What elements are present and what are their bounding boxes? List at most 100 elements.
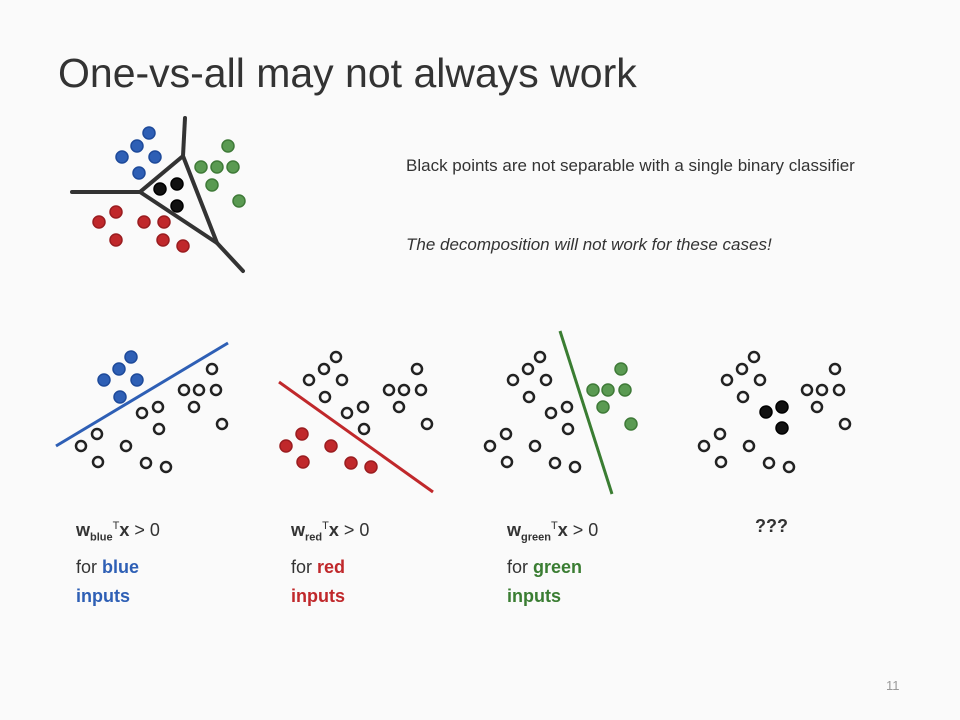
point	[192, 383, 206, 397]
sup: T	[112, 520, 120, 532]
point	[735, 362, 749, 376]
point	[697, 439, 711, 453]
point	[568, 460, 582, 474]
point	[132, 166, 146, 180]
sup: T	[322, 520, 329, 532]
point	[596, 400, 610, 414]
point	[742, 439, 756, 453]
point	[753, 373, 767, 387]
point	[720, 373, 734, 387]
point	[392, 400, 406, 414]
point	[139, 456, 153, 470]
point	[148, 150, 162, 164]
point	[614, 362, 628, 376]
point	[109, 233, 123, 247]
partition-lines	[70, 116, 245, 273]
classifier-line	[55, 341, 229, 448]
point	[157, 215, 171, 229]
point	[775, 400, 789, 414]
point	[209, 383, 223, 397]
point	[279, 439, 293, 453]
point	[759, 405, 773, 419]
sup: T	[550, 520, 558, 532]
point	[112, 362, 126, 376]
w: w	[291, 520, 306, 540]
point	[775, 421, 789, 435]
point	[119, 439, 133, 453]
point	[115, 150, 129, 164]
point	[382, 383, 396, 397]
point	[124, 350, 138, 364]
point	[302, 373, 316, 387]
caption: wblueTx > 0 for blue inputs	[76, 512, 266, 611]
relation: > 0	[343, 520, 370, 540]
highlight: blue	[102, 556, 140, 577]
point	[91, 455, 105, 469]
title: One-vs-all may not always work	[58, 50, 637, 96]
point	[762, 456, 776, 470]
for: for	[291, 556, 313, 577]
point	[499, 427, 513, 441]
point	[560, 400, 574, 414]
point	[177, 383, 191, 397]
point	[210, 160, 224, 174]
point	[548, 456, 562, 470]
point	[74, 439, 88, 453]
caption: wgreenTx > 0 for green inputs	[507, 512, 697, 611]
point	[601, 383, 615, 397]
inputs: inputs	[291, 585, 345, 606]
point	[586, 383, 600, 397]
inputs: inputs	[76, 585, 130, 606]
point	[340, 406, 354, 420]
point	[153, 182, 167, 196]
classifier-line	[558, 330, 614, 495]
point	[624, 417, 638, 431]
point	[318, 390, 332, 404]
point	[410, 362, 424, 376]
point	[90, 427, 104, 441]
point	[205, 362, 219, 376]
triangle	[136, 152, 222, 249]
point	[528, 439, 542, 453]
highlight: green	[533, 556, 583, 577]
point	[810, 400, 824, 414]
point	[714, 455, 728, 469]
point	[539, 373, 553, 387]
point	[159, 460, 173, 474]
point	[221, 139, 235, 153]
point	[130, 373, 144, 387]
point	[135, 406, 149, 420]
point	[483, 439, 497, 453]
point	[329, 350, 343, 364]
sub: blue	[90, 531, 113, 544]
point	[137, 215, 151, 229]
point	[344, 456, 358, 470]
relation: > 0	[134, 520, 160, 540]
point	[618, 383, 632, 397]
point	[838, 417, 852, 431]
point	[170, 177, 184, 191]
note: Black points are not separable with a si…	[406, 156, 855, 175]
point	[317, 362, 331, 376]
point	[295, 427, 309, 441]
point	[113, 390, 127, 404]
point	[800, 383, 814, 397]
point	[500, 455, 514, 469]
point	[544, 406, 558, 420]
point	[226, 160, 240, 174]
caption: wredTx > 0 for red inputs	[291, 512, 481, 611]
point	[205, 178, 219, 192]
point	[296, 455, 310, 469]
point	[92, 215, 106, 229]
point	[832, 383, 846, 397]
point	[152, 422, 166, 436]
point	[364, 460, 378, 474]
point	[97, 373, 111, 387]
point	[420, 417, 434, 431]
point	[109, 205, 123, 219]
relation: > 0	[572, 520, 599, 540]
point	[176, 239, 190, 253]
x: x	[328, 520, 339, 540]
point	[156, 233, 170, 247]
sub: green	[521, 531, 551, 544]
